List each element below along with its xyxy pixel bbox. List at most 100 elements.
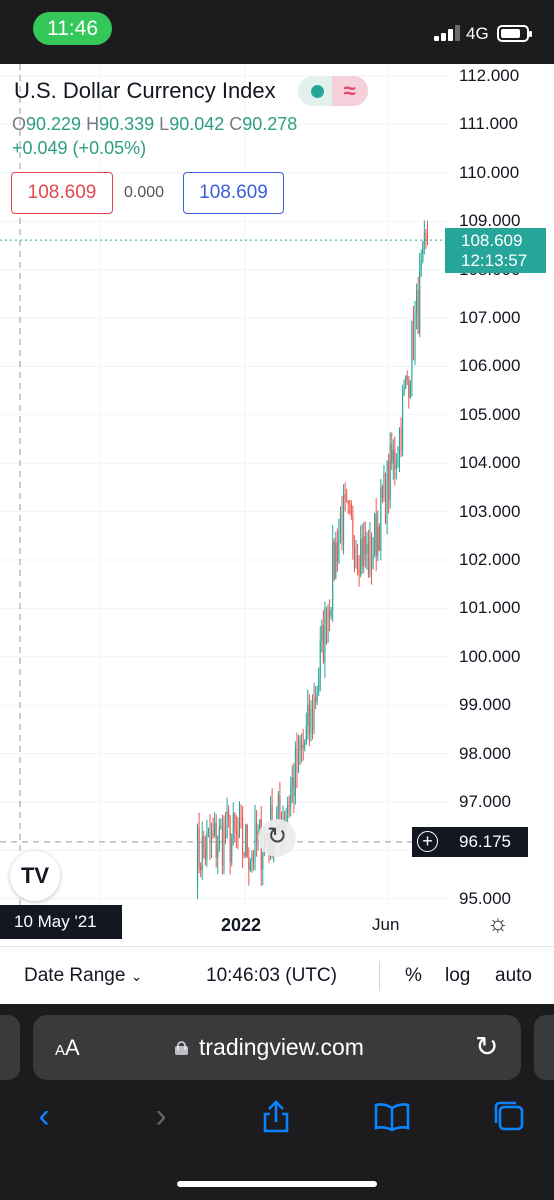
symbol-title[interactable]: U.S. Dollar Currency Index	[14, 78, 276, 103]
delayed-data-icon: ≈	[331, 76, 368, 106]
candle-body	[290, 787, 292, 806]
bookmarks-icon[interactable]	[372, 1096, 412, 1136]
candle-body	[246, 825, 248, 858]
reset-chart-button[interactable]: ↻	[258, 819, 296, 857]
buy-price-button[interactable]: 108.609	[183, 172, 284, 214]
candle-body	[414, 313, 416, 360]
tradingview-logo[interactable]: TV	[10, 851, 60, 901]
candle-body	[209, 830, 211, 844]
candle-body	[398, 428, 401, 460]
price-change: +0.049 (+0.05%)	[12, 138, 147, 158]
price-axis-label: 105.000	[459, 404, 521, 424]
candle-body	[425, 233, 427, 235]
candle-body	[277, 795, 279, 814]
candle-body	[372, 553, 374, 569]
candle-body	[207, 830, 209, 833]
auto-scale-toggle[interactable]: auto	[495, 965, 532, 986]
chart-area[interactable]: U.S. Dollar Currency Index ≈ O90.229 H90…	[0, 64, 554, 946]
price-axis-label: 99.000	[459, 695, 511, 715]
aa-large: A	[65, 1035, 80, 1060]
next-tab-peek[interactable]	[534, 1015, 554, 1080]
candle-body	[374, 514, 376, 554]
reload-icon[interactable]: ↻	[475, 1031, 499, 1062]
candle-body	[358, 568, 360, 576]
candle-body	[347, 500, 349, 504]
candle-body	[235, 828, 237, 833]
candle-body	[218, 826, 220, 849]
candle-body	[200, 866, 202, 871]
candle-body	[402, 394, 404, 450]
high-value: 90.339	[99, 114, 155, 134]
candle-body	[197, 827, 199, 887]
candle-body	[339, 511, 342, 532]
status-time[interactable]: 11:46	[33, 12, 112, 45]
open-value: 90.229	[26, 114, 82, 134]
candle-body	[397, 459, 399, 466]
log-scale-toggle[interactable]: log	[445, 965, 471, 986]
candle-body	[363, 536, 365, 566]
price-axis-label: 97.000	[459, 792, 511, 811]
candle-body	[319, 641, 321, 678]
lock-icon	[175, 1041, 188, 1055]
candle-body	[251, 853, 253, 862]
percent-scale-toggle[interactable]: %	[405, 965, 422, 986]
url-text[interactable]: tradingview.com	[199, 1034, 364, 1060]
candle-body	[223, 824, 225, 866]
share-icon[interactable]	[256, 1096, 296, 1136]
candle-body	[352, 516, 354, 549]
candle-body	[232, 813, 234, 839]
sell-price-button[interactable]: 108.609	[11, 172, 113, 214]
candle-body	[204, 847, 206, 860]
candle-body	[360, 539, 362, 576]
bar-countdown: 12:13:57	[461, 251, 528, 270]
candle-body	[215, 822, 217, 858]
add-alert-plus-icon[interactable]: +	[417, 831, 438, 852]
candle-body	[210, 833, 213, 844]
previous-tab-peek[interactable]	[0, 1015, 20, 1080]
candle-body	[325, 606, 328, 643]
market-status-chip[interactable]: ≈	[297, 76, 368, 106]
candle-body	[294, 748, 296, 797]
timezone-clock-button[interactable]: 10:46:03 (UTC)	[206, 965, 337, 986]
candle-body	[330, 609, 332, 617]
candle-body	[291, 777, 293, 788]
battery-icon	[497, 25, 532, 42]
page-settings-button[interactable]: AA	[55, 1035, 80, 1061]
chevron-down-icon: ⌄	[130, 968, 143, 984]
price-chart[interactable]	[0, 64, 554, 946]
candle-body	[341, 511, 343, 542]
date-range-button[interactable]: Date Range ⌄	[24, 965, 142, 987]
candle-body	[395, 465, 397, 470]
tabs-icon[interactable]	[489, 1096, 529, 1136]
chart-settings-gear-icon[interactable]: ☼	[487, 910, 509, 937]
price-axis-label: 110.000	[459, 162, 520, 182]
candle-body	[384, 473, 387, 524]
date-range-label: Date Range	[24, 965, 126, 986]
candle-body	[288, 805, 290, 807]
crosshair-price-tag: + 96.175	[412, 827, 528, 857]
candle-body	[353, 548, 355, 568]
candle-body	[400, 428, 402, 450]
candle-body	[305, 726, 307, 743]
price-axis-label: 95.000	[459, 888, 511, 908]
candle-body	[377, 526, 379, 557]
candle-body	[324, 606, 326, 663]
price-axis-label: 101.000	[459, 598, 521, 618]
back-icon[interactable]: ‹	[38, 1097, 50, 1135]
last-price-tag: 108.609 12:13:57	[445, 228, 546, 273]
address-bar[interactable]: AA tradingview.com ↻	[33, 1015, 521, 1080]
candle-body	[321, 625, 323, 642]
price-axis-label: 112.000	[459, 66, 520, 85]
candle-body	[350, 504, 352, 517]
candle-body	[403, 387, 405, 395]
battery-level	[501, 29, 520, 38]
candle-body	[297, 741, 300, 772]
candle-body	[201, 836, 203, 871]
candle-body	[335, 542, 337, 580]
candle-body	[375, 514, 377, 557]
candle-body	[248, 857, 250, 870]
candle-body	[226, 810, 228, 839]
forward-icon[interactable]: ›	[155, 1097, 167, 1135]
candle-body	[422, 241, 424, 261]
candle-body	[406, 376, 408, 380]
